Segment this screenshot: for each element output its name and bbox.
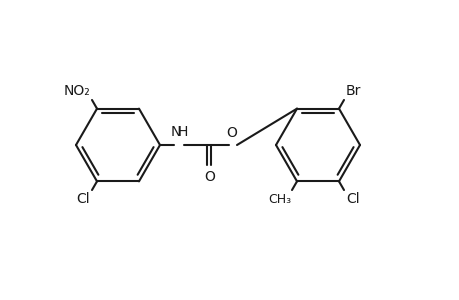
Text: Br: Br: [345, 84, 361, 98]
Text: Cl: Cl: [76, 192, 90, 206]
Text: Cl: Cl: [345, 192, 359, 206]
Text: O: O: [204, 170, 215, 184]
Text: NO₂: NO₂: [63, 84, 90, 98]
Text: CH₃: CH₃: [267, 193, 291, 206]
Text: H: H: [178, 125, 188, 139]
Text: N: N: [170, 125, 181, 139]
Text: O: O: [226, 126, 237, 140]
